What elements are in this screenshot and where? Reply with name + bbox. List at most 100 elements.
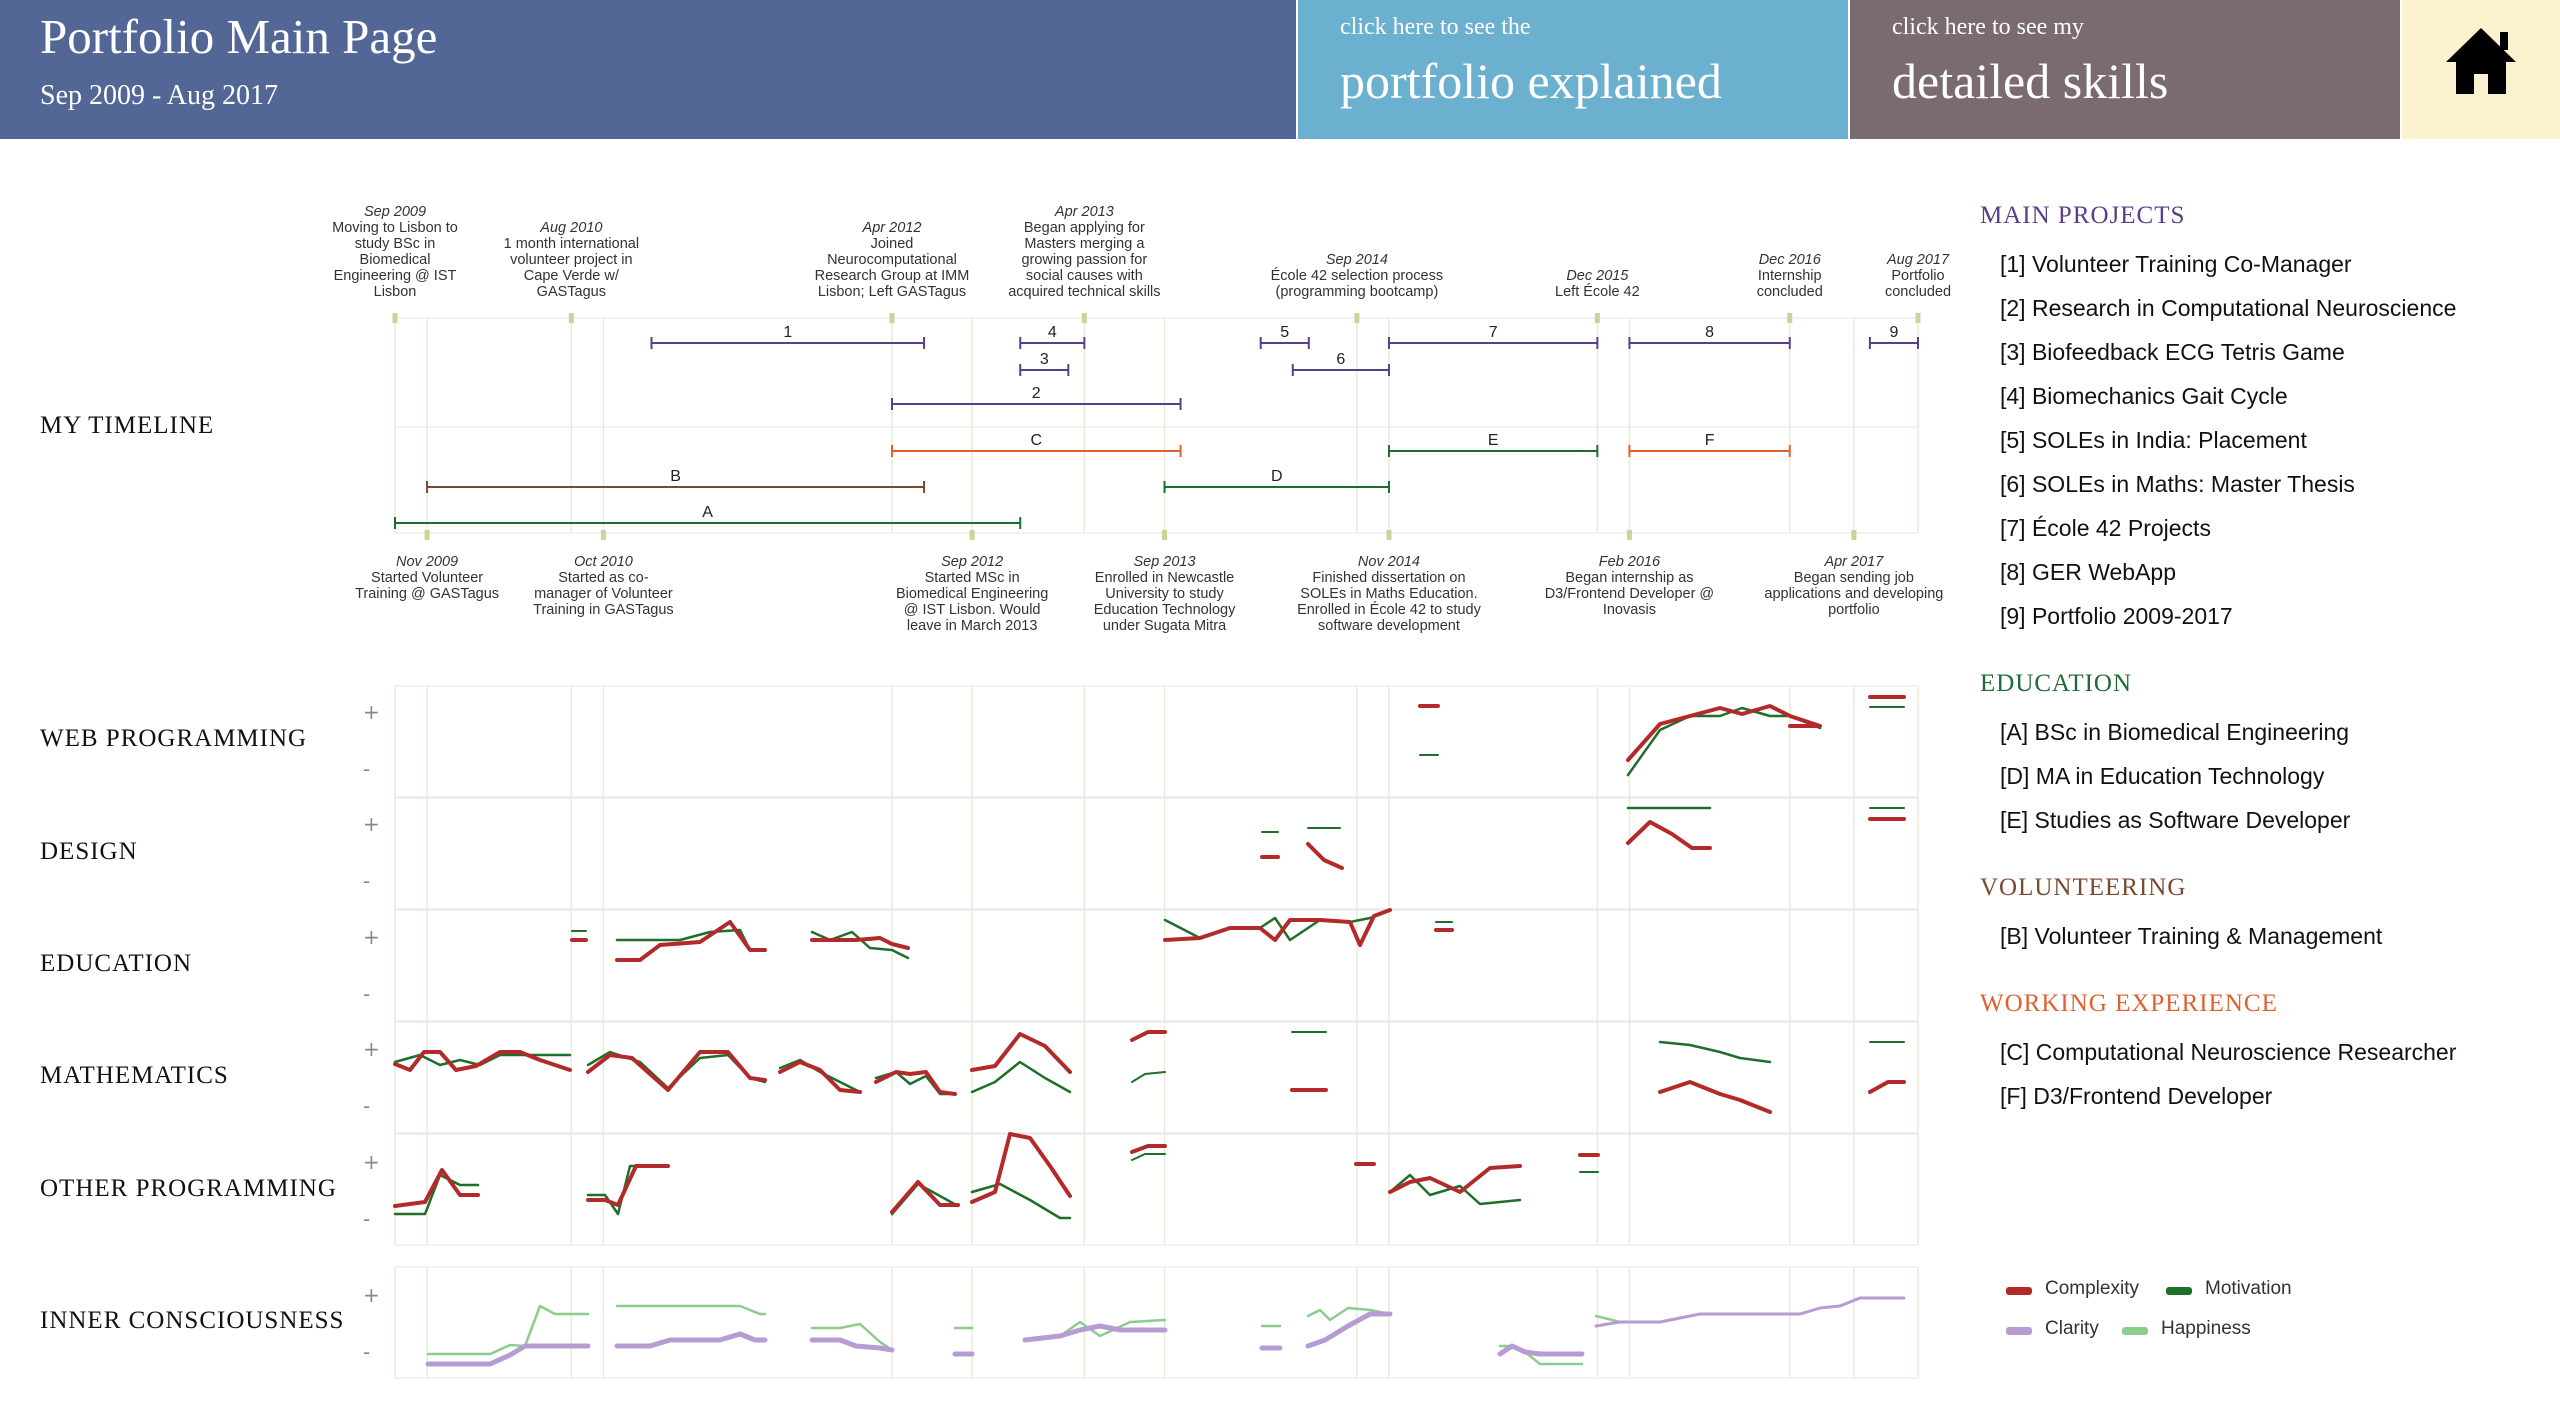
- motivation-line: [393, 1173, 480, 1216]
- event-tick: [889, 313, 895, 323]
- motivation-line: [586, 1050, 767, 1090]
- event-tick: [1081, 313, 1087, 323]
- complexity-line: [874, 1070, 957, 1096]
- complexity-line: [615, 920, 767, 962]
- event-text-bottom: Finished dissertation on: [1312, 570, 1465, 586]
- plus-marker: +: [363, 925, 380, 949]
- complexity-line: [1868, 1080, 1906, 1094]
- happiness-line: [1023, 1318, 1167, 1342]
- plus-marker: +: [363, 700, 380, 724]
- event-text-bottom: Training @ GASTagus: [355, 586, 499, 602]
- motivation-line: [586, 1164, 670, 1216]
- happiness-line: [1306, 1306, 1392, 1322]
- complexity-line: [810, 936, 910, 950]
- event-tick: [392, 313, 398, 323]
- happiness-key-label: Happiness: [2161, 1318, 2251, 1339]
- event-text-top: Engineering @ IST: [334, 268, 457, 284]
- timeline-bar-label: A: [702, 504, 713, 521]
- motivation-line: [890, 1182, 960, 1216]
- complexity-line: [970, 1032, 1072, 1074]
- complexity-line: [1658, 1080, 1772, 1114]
- motivation-line: [615, 928, 767, 952]
- motivation-line: [778, 1058, 862, 1094]
- minus-marker: -: [363, 869, 371, 893]
- motivation-line: [810, 930, 910, 960]
- legend-education-a[interactable]: [A] BSc in Biomedical Engineering: [2000, 719, 2350, 745]
- minus-marker: -: [363, 757, 371, 781]
- row-label-web-programming: WEB PROGRAMMING: [40, 725, 308, 752]
- legend-project-9[interactable]: [9] Portfolio 2009-2017: [2000, 603, 2233, 629]
- legend-project-8[interactable]: [8] GER WebApp: [2000, 559, 2176, 585]
- portfolio-explained-button[interactable]: click here to see the portfolio explaine…: [1298, 0, 1848, 139]
- clarity-swatch: [2006, 1327, 2032, 1335]
- event-date-bottom: Nov 2014: [1358, 554, 1420, 570]
- complexity-line: [970, 1132, 1072, 1204]
- complexity-line: [778, 1060, 862, 1094]
- legend-volunteering-title: VOLUNTEERING: [1980, 874, 2187, 901]
- complexity-line: [1163, 908, 1392, 947]
- motivation-line: [1163, 908, 1392, 942]
- motivation-line: [970, 1182, 1072, 1220]
- row-label-timeline: MY TIMELINE: [40, 412, 215, 439]
- motivation-line: [1388, 1173, 1522, 1206]
- row-label-mathematics: MATHEMATICS: [40, 1062, 229, 1089]
- legend-education-d[interactable]: [D] MA in Education Technology: [2000, 763, 2325, 789]
- event-text-top: acquired technical skills: [1008, 284, 1160, 300]
- minus-marker: -: [363, 1094, 371, 1118]
- legend-project-7[interactable]: [7] École 42 Projects: [2000, 515, 2211, 541]
- event-date-bottom: Feb 2016: [1599, 554, 1661, 570]
- event-text-top: Moving to Lisbon to: [332, 220, 458, 236]
- complexity-line: [393, 1050, 572, 1072]
- event-tick: [600, 530, 606, 540]
- legend-project-4[interactable]: [4] Biomechanics Gait Cycle: [2000, 383, 2288, 409]
- row-label-inner-consciousness: INNER CONSCIOUSNESS: [40, 1307, 345, 1334]
- event-tick: [1354, 313, 1360, 323]
- timeline-bar-label: 6: [1336, 351, 1345, 368]
- legend-project-3[interactable]: [3] Biofeedback ECG Tetris Game: [2000, 339, 2345, 365]
- legend-project-5[interactable]: [5] SOLEs in India: Placement: [2000, 427, 2307, 453]
- event-text-top: Joined: [871, 236, 914, 252]
- legend-project-1[interactable]: [1] Volunteer Training Co-Manager: [2000, 251, 2352, 277]
- minus-marker: -: [363, 982, 371, 1006]
- complexity-line: [1626, 704, 1822, 762]
- legend-project-2[interactable]: [2] Research in Computational Neuroscien…: [2000, 295, 2457, 321]
- legend-project-6[interactable]: [6] SOLEs in Maths: Master Thesis: [2000, 471, 2355, 497]
- event-text-top: Cape Verde w/: [524, 268, 620, 284]
- legend-volunteering-b[interactable]: [B] Volunteer Training & Management: [2000, 923, 2383, 949]
- detailed-skills-button[interactable]: click here to see my detailed skills: [1850, 0, 2400, 139]
- legend-working-c[interactable]: [C] Computational Neuroscience Researche…: [2000, 1039, 2457, 1065]
- event-text-bottom: Enrolled in Newcastle: [1095, 570, 1234, 586]
- event-text-top: Left École 42: [1555, 283, 1640, 300]
- row-label-design: DESIGN: [40, 838, 138, 865]
- clarity-key-label: Clarity: [2045, 1318, 2099, 1339]
- event-date-top: Apr 2012: [862, 220, 922, 236]
- event-date-bottom: Sep 2013: [1133, 554, 1195, 570]
- title-panel: Portfolio Main Page Sep 2009 - Aug 2017: [0, 0, 1296, 139]
- event-date-top: Sep 2009: [364, 204, 426, 220]
- timeline-bar-label: 5: [1280, 324, 1289, 341]
- home-button[interactable]: [2402, 0, 2560, 139]
- event-date-bottom: Nov 2009: [396, 554, 458, 570]
- event-date-bottom: Apr 2017: [1823, 554, 1884, 570]
- event-tick: [1162, 530, 1168, 540]
- complexity-line: [586, 1050, 767, 1092]
- complexity-line: [1306, 842, 1344, 870]
- legend-working-f[interactable]: [F] D3/Frontend Developer: [2000, 1083, 2273, 1109]
- skill-panel-frame: [394, 1021, 1919, 1134]
- home-icon: [2446, 28, 2516, 94]
- clarity-line: [809, 1337, 895, 1353]
- complexity-line: [1626, 820, 1712, 850]
- clarity-line: [1594, 1296, 1906, 1328]
- event-text-bottom: SOLEs in Maths Education.: [1300, 586, 1477, 602]
- event-text-bottom: manager of Volunteer: [534, 586, 673, 602]
- legend-main-projects-title: MAIN PROJECTS: [1980, 202, 2186, 229]
- legend-education-e[interactable]: [E] Studies as Software Developer: [2000, 807, 2351, 833]
- event-tick: [568, 313, 574, 323]
- event-text-bottom: Started MSc in: [925, 570, 1020, 586]
- happiness-swatch: [2122, 1327, 2148, 1335]
- skill-panel-frame: [394, 1266, 1919, 1379]
- event-text-top: (programming bootcamp): [1275, 284, 1438, 300]
- timeline-bar-label: E: [1488, 432, 1499, 449]
- skill-panel-frame: [394, 797, 1919, 910]
- event-date-bottom: Oct 2010: [574, 554, 633, 570]
